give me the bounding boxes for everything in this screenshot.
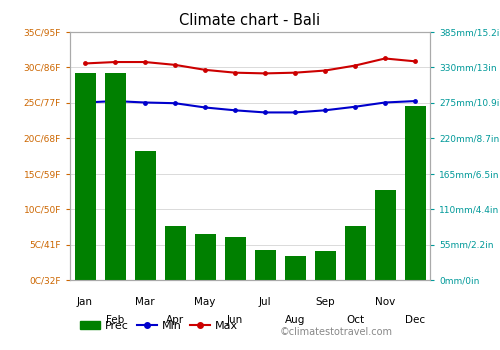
Min (292, 110, 298, 114)
Text: Dec: Dec (405, 315, 425, 325)
Min (142, 100, 148, 105)
Text: Jul: Jul (258, 298, 272, 307)
Min (262, 110, 268, 114)
Text: Oct: Oct (346, 315, 364, 325)
Min (172, 101, 178, 105)
Max (202, 68, 208, 72)
Min (82, 100, 88, 105)
Bar (374, 190, 396, 280)
Line: Min: Min (82, 99, 417, 115)
Min (382, 100, 388, 105)
Text: Mar: Mar (135, 298, 155, 307)
Text: Jan: Jan (77, 298, 93, 307)
Max (262, 71, 268, 76)
Min (112, 99, 118, 103)
Line: Max: Max (82, 56, 417, 76)
Text: May: May (194, 298, 216, 307)
Bar (404, 106, 425, 280)
Max (82, 61, 88, 65)
Text: ©climatestotravel.com: ©climatestotravel.com (280, 327, 393, 337)
Bar (104, 74, 126, 280)
Max (112, 60, 118, 64)
Text: Sep: Sep (315, 298, 335, 307)
Min (412, 99, 418, 103)
Bar (194, 234, 216, 280)
Bar (74, 74, 96, 280)
Bar (314, 251, 336, 280)
Bar (224, 237, 246, 280)
Min (352, 105, 358, 109)
Text: Nov: Nov (375, 298, 395, 307)
Title: Climate chart - Bali: Climate chart - Bali (180, 13, 320, 28)
Text: Apr: Apr (166, 315, 184, 325)
Max (322, 69, 328, 73)
Text: Feb: Feb (106, 315, 124, 325)
Min (232, 108, 238, 112)
Bar (134, 151, 156, 280)
Text: Aug: Aug (285, 315, 305, 325)
Legend: Prec, Min, Max: Prec, Min, Max (76, 316, 242, 335)
Max (142, 60, 148, 64)
Bar (164, 226, 186, 280)
Min (322, 108, 328, 112)
Bar (284, 256, 306, 280)
Max (172, 63, 178, 67)
Max (352, 63, 358, 68)
Text: Jun: Jun (227, 315, 243, 325)
Max (292, 71, 298, 75)
Bar (254, 250, 276, 280)
Max (412, 59, 418, 63)
Bar (344, 226, 366, 280)
Max (382, 56, 388, 61)
Max (232, 71, 238, 75)
Min (202, 105, 208, 110)
